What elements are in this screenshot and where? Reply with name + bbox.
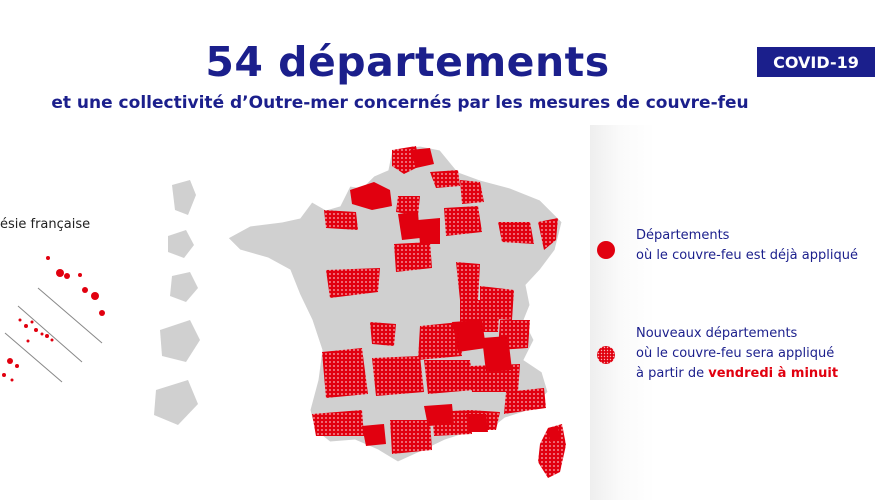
legend-text-existing: Départements où le couvre-feu est déjà a… — [636, 226, 885, 266]
corsica-north — [548, 426, 560, 442]
polynesia-inset-label: ésie française — [0, 217, 91, 232]
legend-line-prefix: à partir de — [636, 366, 709, 381]
france-curfew-map — [2, 145, 566, 478]
inset-separator-line — [4, 332, 63, 383]
legend-line: à partir de vendredi à minuit — [636, 364, 885, 384]
legend-solid-dot-icon — [597, 241, 615, 259]
legend-panel-background — [590, 125, 885, 500]
legend-item-new: Nouveaux départements où le couvre-feu s… — [597, 324, 885, 390]
polynesia-islands — [2, 256, 105, 382]
legend-line: Nouveaux départements — [636, 326, 798, 341]
covid-badge: COVID-19 — [757, 47, 875, 77]
legend-line: où le couvre-feu sera appliqué — [636, 346, 835, 361]
legend-highlight-text: vendredi à minuit — [708, 366, 839, 381]
page-title: 54 départements — [205, 38, 610, 86]
legend-item-existing: Départements où le couvre-feu est déjà a… — [597, 226, 885, 270]
polynesia-inset — [2, 256, 105, 383]
page-subtitle: et une collectivité d’Outre-mer concerné… — [51, 93, 749, 113]
legend-text-new: Nouveaux départements où le couvre-feu s… — [636, 324, 885, 384]
legend-dotted-dot-icon — [597, 346, 615, 364]
overseas-territories — [154, 180, 200, 425]
new-curfew-departments — [312, 146, 558, 454]
legend-line: où le couvre-feu est déjà appliqué — [636, 248, 858, 263]
inset-separator-line — [17, 305, 83, 363]
existing-curfew-departments — [350, 148, 512, 446]
inset-separator-line — [37, 287, 103, 344]
legend-line: Départements — [636, 228, 730, 243]
